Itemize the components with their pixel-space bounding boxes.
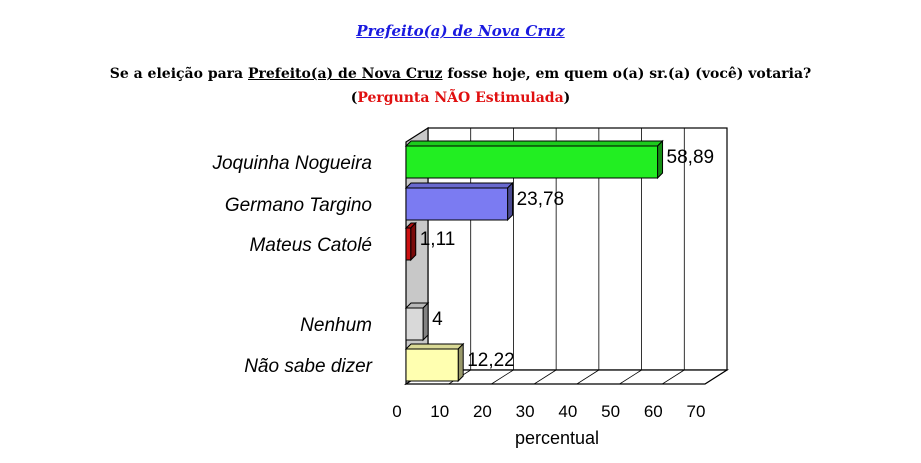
x-axis-label: percentual bbox=[515, 428, 599, 448]
gridline-floor bbox=[662, 369, 685, 385]
category-label: Nenhum bbox=[300, 315, 372, 336]
category-label: Joquinha Nogueira bbox=[211, 153, 372, 174]
x-tick-label: 30 bbox=[516, 402, 535, 421]
bar-side bbox=[657, 139, 664, 180]
bar bbox=[404, 301, 430, 342]
page-title: Prefeito(a) de Nova Cruz bbox=[356, 22, 565, 40]
bar bbox=[404, 342, 465, 383]
question-text: Se a eleição para Prefeito(a) de Nova Cr… bbox=[0, 66, 921, 82]
note-text: Pergunta NÃO Estimulada bbox=[357, 90, 564, 106]
bar-front bbox=[405, 227, 412, 261]
bar-front bbox=[405, 307, 424, 341]
category-label: Germano Targino bbox=[225, 195, 372, 216]
gridline-floor bbox=[704, 369, 728, 385]
question-suffix: fosse hoje, em quem o(a) sr.(a) (você) v… bbox=[442, 66, 812, 82]
bar-front bbox=[405, 187, 509, 221]
bar bbox=[404, 221, 417, 262]
bar-top bbox=[404, 182, 514, 189]
gridline-floor bbox=[491, 369, 514, 385]
bar-side bbox=[457, 342, 464, 383]
x-tick-labels: 0 10 20 30 40 50 60 70 bbox=[392, 402, 705, 421]
x-tick-label: 70 bbox=[687, 402, 706, 421]
note-open: ( bbox=[350, 90, 358, 106]
x-tick-label: 10 bbox=[430, 402, 449, 421]
bar bbox=[404, 181, 514, 222]
value-labels: 58,89 23,78 1,11 4 12,22 bbox=[420, 147, 714, 371]
value-label: 4 bbox=[432, 309, 443, 330]
bar-front bbox=[405, 145, 659, 179]
gridline-floor bbox=[533, 369, 557, 385]
value-label: 1,11 bbox=[420, 229, 456, 250]
bar-top bbox=[404, 140, 664, 147]
x-tick-label: 60 bbox=[644, 402, 663, 421]
bar-side bbox=[422, 301, 429, 342]
value-label: 12,22 bbox=[467, 350, 515, 371]
value-label: 23,78 bbox=[517, 189, 565, 210]
category-labels: Joquinha Nogueira Germano Targino Mateus C… bbox=[211, 153, 372, 377]
gridline-floor bbox=[576, 369, 600, 385]
bar bbox=[404, 139, 664, 180]
x-tick-label: 20 bbox=[473, 402, 492, 421]
chart-bars bbox=[404, 139, 664, 383]
gridline-floor bbox=[619, 369, 642, 385]
x-tick-label: 40 bbox=[558, 402, 577, 421]
category-label: Não sabe dizer bbox=[244, 356, 372, 377]
bar-side bbox=[507, 181, 514, 222]
category-label: Mateus Catolé bbox=[249, 235, 372, 256]
note-close: ) bbox=[563, 90, 571, 106]
bar-top bbox=[404, 343, 465, 350]
question-prefix: Se a eleição para bbox=[109, 66, 248, 82]
question-note: (Pergunta NÃO Estimulada) bbox=[0, 90, 921, 106]
bar-front bbox=[405, 348, 459, 382]
x-tick-label: 0 bbox=[392, 402, 401, 421]
bar-side bbox=[410, 221, 417, 262]
x-tick-label: 50 bbox=[601, 402, 620, 421]
value-label: 58,89 bbox=[667, 147, 715, 168]
question-underlined: Prefeito(a) de Nova Cruz bbox=[248, 66, 443, 82]
